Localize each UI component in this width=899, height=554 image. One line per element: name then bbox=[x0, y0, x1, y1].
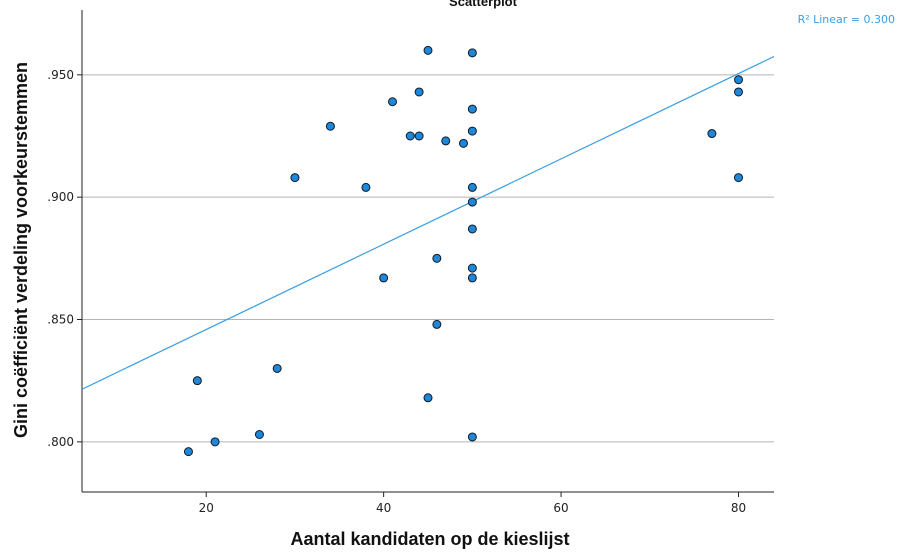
data-point-9 bbox=[388, 97, 398, 107]
data-point-12 bbox=[414, 87, 424, 97]
data-point-14 bbox=[423, 393, 433, 403]
y-tick-label-0: .800 bbox=[47, 435, 74, 449]
gridlines bbox=[82, 74, 774, 443]
data-point-16 bbox=[432, 319, 442, 329]
data-point-30 bbox=[734, 87, 744, 97]
data-point-15 bbox=[432, 253, 442, 263]
x-tick-label-0: 20 bbox=[199, 501, 214, 515]
data-point-23 bbox=[467, 197, 477, 207]
x-tick-label-1: 40 bbox=[376, 501, 391, 515]
data-point-0 bbox=[183, 447, 193, 457]
y-ticks: .800 .850 .900 .950 bbox=[47, 68, 82, 449]
points-group bbox=[183, 45, 744, 457]
y-tick-label-2: .900 bbox=[47, 190, 74, 204]
chart-title: Scatterplot bbox=[449, 0, 518, 9]
data-point-4 bbox=[272, 363, 282, 373]
x-ticks: 20 40 60 80 bbox=[199, 492, 746, 515]
x-tick-label-3: 80 bbox=[731, 501, 746, 515]
data-point-1 bbox=[192, 376, 202, 386]
data-point-25 bbox=[467, 263, 477, 273]
fit-line-group bbox=[82, 55, 774, 390]
y-tick-label-1: .850 bbox=[47, 313, 74, 327]
y-axis-title: Gini coëfficiënt verdeling voorkeurstemm… bbox=[11, 62, 31, 438]
x-tick-label-2: 60 bbox=[553, 501, 568, 515]
data-point-18 bbox=[458, 138, 468, 148]
data-point-20 bbox=[467, 104, 477, 114]
x-axis-title: Aantal kandidaten op de kieslijst bbox=[290, 529, 569, 549]
data-point-19 bbox=[467, 48, 477, 58]
data-point-8 bbox=[379, 273, 389, 283]
data-point-29 bbox=[734, 75, 744, 85]
data-point-13 bbox=[423, 45, 433, 55]
data-point-31 bbox=[734, 173, 744, 183]
fit-line bbox=[82, 55, 774, 390]
data-point-22 bbox=[467, 182, 477, 192]
data-point-10 bbox=[405, 131, 415, 141]
data-point-2 bbox=[210, 437, 220, 447]
data-point-11 bbox=[414, 131, 424, 141]
data-point-17 bbox=[441, 136, 451, 146]
data-point-26 bbox=[467, 273, 477, 283]
data-point-28 bbox=[707, 129, 717, 139]
data-point-21 bbox=[467, 126, 477, 136]
data-point-7 bbox=[361, 182, 371, 192]
fit-line-label: R² Linear = 0.300 bbox=[798, 13, 895, 26]
y-tick-label-3: .950 bbox=[47, 68, 74, 82]
data-point-24 bbox=[467, 224, 477, 234]
data-point-27 bbox=[467, 432, 477, 442]
data-point-3 bbox=[254, 430, 264, 440]
data-point-6 bbox=[325, 121, 335, 131]
data-point-5 bbox=[290, 173, 300, 183]
